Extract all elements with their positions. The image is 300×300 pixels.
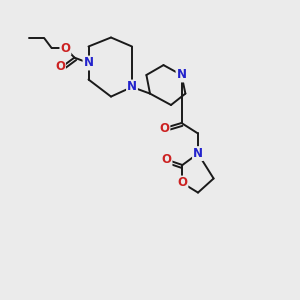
Text: N: N (176, 68, 187, 82)
Text: N: N (127, 80, 137, 94)
Text: O: O (159, 122, 170, 135)
Text: O: O (55, 60, 65, 73)
Text: N: N (193, 147, 203, 160)
Text: O: O (177, 176, 188, 190)
Text: N: N (83, 56, 94, 70)
Text: O: O (60, 41, 70, 55)
Text: O: O (161, 153, 172, 166)
